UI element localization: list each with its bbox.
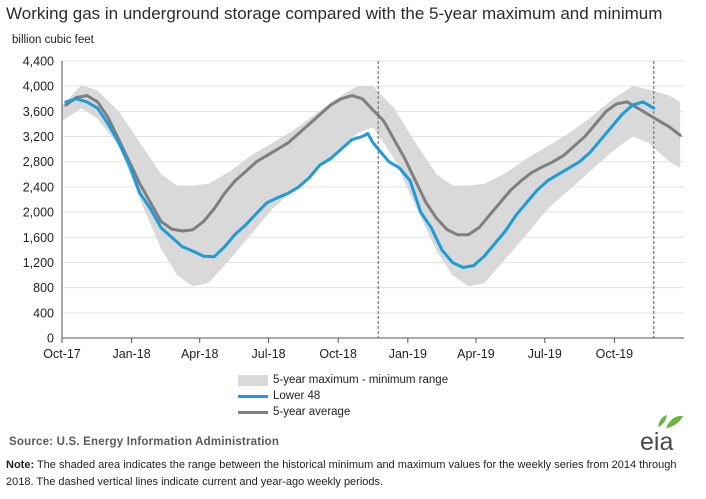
legend-item-average: 5-year average [238, 404, 448, 420]
x-tick-label: Jul-19 [528, 347, 562, 361]
y-tick-label: 3,600 [23, 105, 54, 119]
average-line [64, 94, 682, 237]
y-tick-label: 4,400 [23, 55, 54, 69]
lower48-line [64, 97, 656, 269]
series-lines [64, 94, 682, 269]
legend-swatch-band [238, 374, 268, 386]
y-axis-unit-label: billion cubic feet [12, 34, 94, 46]
source-text: Source: U.S. Energy Information Administ… [9, 436, 280, 448]
note-text: The shaded area indicates the range betw… [6, 459, 677, 488]
x-tick-label: Oct-19 [596, 347, 634, 361]
storage-chart: 0 400 800 1,200 1,600 2,000 2,400 2,800 3,200 3,6… [23, 55, 684, 361]
legend-label-band: 5-year maximum - minimum range [273, 374, 449, 386]
y-tick-label: 2,800 [23, 155, 54, 169]
y-tick-label: 0 [47, 332, 54, 346]
y-tick-label: 400 [33, 306, 54, 320]
y-tick-label: 1,600 [23, 231, 54, 245]
chart-title: Working gas in underground storage compa… [6, 4, 663, 23]
y-tick-label: 2,400 [23, 180, 54, 194]
legend-swatch-average [238, 410, 268, 414]
x-tick-label: Oct-17 [43, 347, 81, 361]
range-band-layer [62, 84, 681, 287]
legend-label-lower48: Lower 48 [273, 390, 321, 402]
y-tick-label: 2,000 [23, 206, 54, 220]
legend-item-band: 5-year maximum - minimum range [238, 372, 448, 388]
y-tick-label: 4,000 [23, 80, 54, 94]
y-tick-label: 3,200 [23, 130, 54, 144]
eia-logo-leaf-icon [658, 415, 683, 428]
legend-swatch-lower48 [238, 394, 268, 398]
axes: 0 400 800 1,200 1,600 2,000 2,400 2,800 3,200 3,6… [23, 55, 684, 361]
x-tick-label: Jan-18 [112, 347, 150, 361]
legend-label-average: 5-year average [273, 406, 351, 418]
eia-logo-text: eia [640, 428, 674, 456]
legend: 5-year maximum - minimum range Lower 48 … [238, 372, 448, 420]
x-tick-label: Jan-19 [389, 347, 427, 361]
range-band [62, 84, 681, 287]
legend-item-lower48: Lower 48 [238, 388, 448, 404]
y-tick-label: 800 [33, 281, 54, 295]
y-tick-label: 1,200 [23, 256, 54, 270]
x-tick-label: Jul-18 [252, 347, 286, 361]
x-tick-label: Apr-18 [181, 347, 219, 361]
x-tick-label: Oct-18 [319, 347, 357, 361]
x-tick-label: Apr-19 [457, 347, 495, 361]
note-label: Note: [6, 459, 35, 471]
footnote: Note: The shaded area indicates the rang… [6, 457, 702, 491]
